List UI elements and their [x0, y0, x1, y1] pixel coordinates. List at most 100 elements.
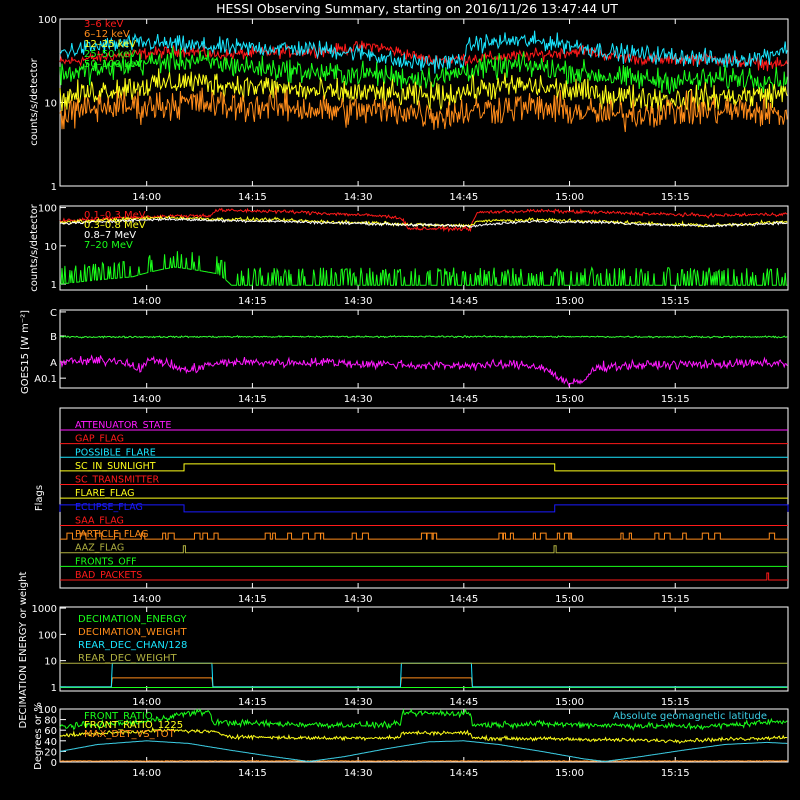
- x-tick-label: 14:15: [238, 594, 267, 605]
- flag-label: SC_TRANSMITTER: [75, 475, 160, 486]
- legend: FRONT_RATIO FRONT_RATIO_1225 MAX_DET_VS_…: [84, 711, 767, 740]
- x-tick-label: 14:00: [132, 394, 161, 405]
- y-tick-label: 0: [51, 758, 57, 769]
- y-axis-label: GOES15 [W m⁻²]: [20, 310, 31, 394]
- flag-label: FLARE_FLAG: [75, 488, 135, 499]
- legend-entry: 6–12 keV: [84, 29, 130, 40]
- x-tick-label: 15:00: [555, 768, 584, 779]
- series-line-max-det-vs-tot: [59, 759, 788, 762]
- flag-label: SAA_FLAG: [75, 515, 124, 526]
- x-tick-label: 15:15: [661, 394, 690, 405]
- x-tick-label: 14:15: [238, 296, 267, 307]
- flag-label: POSSIBLE_FLARE: [75, 447, 156, 458]
- x-tick-label: 15:15: [661, 594, 690, 605]
- x-tick-label: 14:15: [238, 192, 267, 203]
- panel-high-energy: 14:00 14:15 14:30 14:45 15:00 15:15 1 10 100 cou…: [29, 203, 789, 307]
- y-axis-label: Degrees or %: [33, 702, 44, 770]
- x-tick-label: 14:45: [449, 697, 478, 708]
- y-tick-label: A: [50, 358, 57, 369]
- flag-label: SC_IN_SUNLIGHT: [75, 461, 156, 472]
- flag-label: GAP_FLAG: [75, 434, 124, 445]
- series-line-front-ratio: [59, 708, 788, 731]
- x-tick-label: 14:30: [344, 697, 373, 708]
- y-tick-label: 1: [51, 280, 57, 291]
- y-tick-label: 20: [44, 747, 57, 758]
- flag-label: FRONTS_OFF: [75, 556, 137, 567]
- legend-entry: REAR_DEC_CHAN/128: [78, 640, 187, 651]
- page-title: HESSI Observing Summary, starting on 201…: [216, 1, 618, 16]
- legend-entry: DECIMATION_WEIGHT: [78, 627, 187, 638]
- legend-entry: 3–6 keV: [84, 19, 123, 30]
- x-tick-label: 14:15: [238, 768, 267, 779]
- series-line-25-50-kev: [59, 68, 788, 113]
- x-tick-label: 14:45: [449, 296, 478, 307]
- y-tick-label: A0.1: [34, 374, 57, 385]
- flag-line-sc-in-sunlight: [60, 463, 788, 472]
- legend-entry: FRONT_RATIO: [84, 711, 153, 722]
- x-tick-label: 14:15: [238, 697, 267, 708]
- series-line-6-12-kev: [59, 30, 788, 74]
- panel-flags: 14:00 14:15 14:30 14:45 15:00 15:15 ATTENUATO…: [34, 407, 789, 605]
- legend-entry: 7–20 MeV: [84, 240, 133, 251]
- x-tick-label: 14:30: [344, 394, 373, 405]
- geomagnetic-latitude-label: Absolute geomagnetic latitude: [613, 711, 767, 722]
- panel-decimation: 14:00 14:15 14:30 14:45 15:00 15:15 1 10 100 1000…: [18, 571, 789, 728]
- y-tick-label: 100: [38, 630, 57, 641]
- x-tick-label: 15:00: [555, 697, 584, 708]
- y-tick-label: 100: [38, 15, 57, 26]
- series-line-goes-long: [59, 334, 788, 339]
- x-tick-label: 14:15: [238, 394, 267, 405]
- x-tick-label: 14:30: [344, 768, 373, 779]
- flag-line-particle-flag: [60, 532, 788, 540]
- flag-label: BAD_PACKETS: [75, 570, 142, 581]
- x-tick-label: 15:15: [661, 768, 690, 779]
- legend: 0.1–0.3 MeV 0.3–0.8 MeV 0.8–7 MeV 7–20 M…: [84, 210, 146, 251]
- y-tick-label: C: [50, 308, 57, 319]
- panel-ratio: 14:00 14:15 14:30 14:45 15:00 15:15 0204060801…: [33, 702, 789, 779]
- series-line-goes-short: [59, 354, 788, 388]
- legend-entry: 25–50 keV: [84, 49, 136, 60]
- x-tick-label: 15:00: [555, 296, 584, 307]
- x-tick-label: 15:15: [661, 296, 690, 307]
- x-tick-label: 14:45: [449, 192, 478, 203]
- legend-entry: REAR_DEC_WEIGHT: [78, 653, 177, 664]
- x-tick-label: 15:15: [661, 192, 690, 203]
- y-tick-label: 10: [44, 242, 57, 253]
- y-axis-label: DECIMATION ENERGY or weight: [18, 571, 29, 728]
- x-tick-label: 14:45: [449, 394, 478, 405]
- legend-entry: 0.8–7 MeV: [84, 230, 136, 241]
- series-line-front-ratio-1225: [59, 726, 788, 744]
- x-tick-label: 14:00: [132, 768, 161, 779]
- x-tick-label: 15:00: [555, 394, 584, 405]
- y-tick-label: 100: [38, 204, 57, 215]
- y-axis-label: counts/s/detector: [29, 57, 40, 145]
- legend-entry: DECIMATION_ENERGY: [78, 614, 187, 625]
- x-tick-label: 14:00: [132, 192, 161, 203]
- flag-line-aaz-flag: [60, 545, 788, 554]
- flag-label: AAZ_FLAG: [75, 543, 124, 554]
- legend-entry: 0.1–0.3 MeV: [84, 210, 146, 221]
- panel-frame: [59, 606, 789, 692]
- legend-entry: 12–25 keV: [84, 39, 136, 50]
- flag-line-bad-packets: [60, 572, 788, 581]
- series-line-50-100-kev: [59, 87, 788, 133]
- y-tick-label: 10: [44, 99, 57, 110]
- x-tick-label: 14:45: [449, 768, 478, 779]
- series-line-12-25-kev: [59, 46, 788, 95]
- flag-line-eclipse-flag: [59, 504, 789, 513]
- x-tick-label: 15:15: [661, 697, 690, 708]
- x-tick-label: 14:30: [344, 594, 373, 605]
- x-tick-label: 14:00: [132, 296, 161, 307]
- series-line-absolute-geomagnetic-latitude: [59, 740, 788, 763]
- y-axis-label: counts/s/detector: [29, 203, 40, 291]
- legend: 3–6 keV 6–12 keV 12–25 keV 25–50 keV 50–…: [84, 19, 143, 70]
- panel-frame: [59, 205, 789, 291]
- x-tick-label: 14:00: [132, 594, 161, 605]
- panel-low-energy: 14:00 14:15 14:30 14:45 15:00 15:15 1 10 100 cou…: [29, 15, 789, 203]
- flag-label: ATTENUATOR_STATE: [75, 420, 171, 431]
- series-line-3-6-kev: [59, 40, 788, 72]
- x-tick-label: 15:00: [555, 594, 584, 605]
- y-tick-label: 10: [44, 657, 57, 668]
- y-tick-label: 60: [44, 726, 57, 737]
